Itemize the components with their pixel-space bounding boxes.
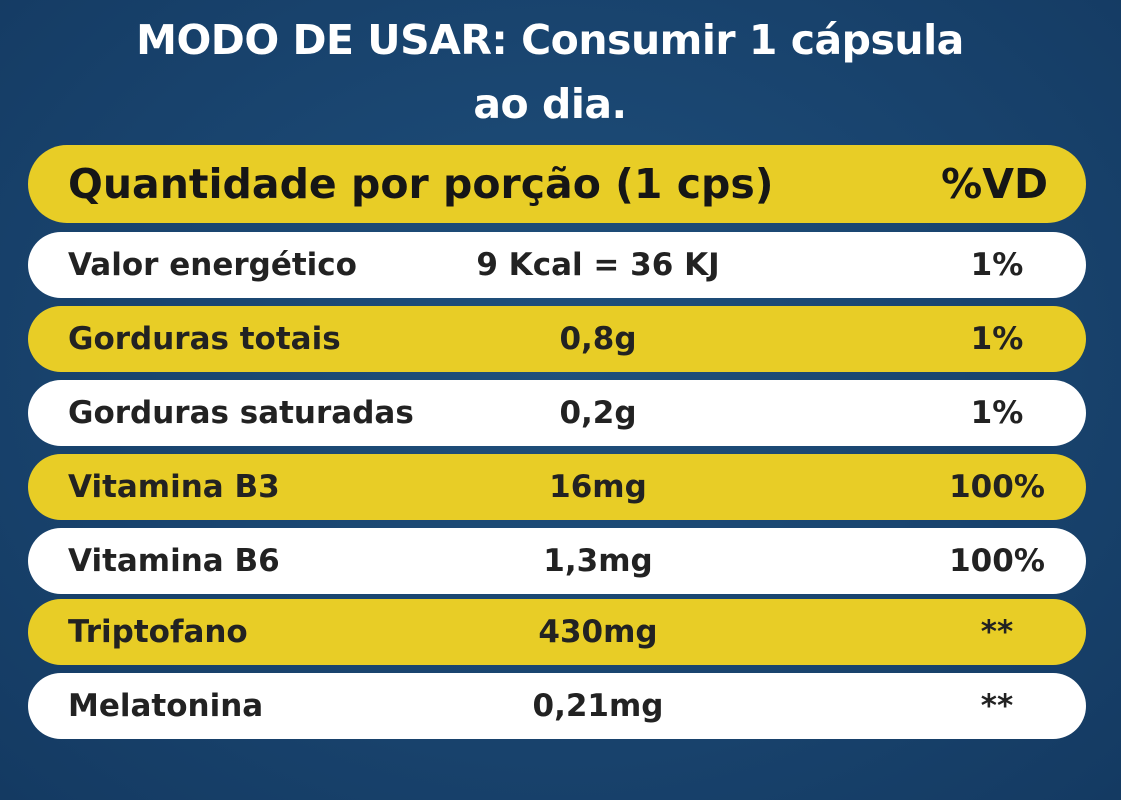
nutrient-vd: 100% — [949, 469, 1045, 505]
nutrient-vd: ** — [980, 614, 1014, 650]
nutrient-quantity: 0,2g — [559, 395, 637, 431]
nutrient-quantity: 430mg — [538, 614, 658, 650]
table-row: Triptofano 430mg ** — [28, 599, 1086, 665]
nutrient-quantity: 0,8g — [559, 321, 637, 357]
nutrient-name: Melatonina — [68, 688, 264, 724]
header-serving-label: Quantidade por porção (1 cps) — [68, 160, 774, 208]
usage-instructions: MODO DE USAR: Consumir 1 cápsula ao dia. — [0, 8, 1100, 136]
table-row: Vitamina B3 16mg 100% — [28, 454, 1086, 520]
table-header: Quantidade por porção (1 cps) %VD — [28, 145, 1086, 223]
nutrient-quantity: 0,21mg — [532, 688, 664, 724]
nutrient-name: Triptofano — [68, 614, 248, 650]
nutrient-vd: 1% — [970, 395, 1024, 431]
usage-text-line-2: ao dia. — [473, 80, 627, 128]
table-row: Gorduras totais 0,8g 1% — [28, 306, 1086, 372]
nutrient-vd: 100% — [949, 543, 1045, 579]
nutrient-name: Vitamina B3 — [68, 469, 280, 505]
nutrient-quantity: 9 Kcal = 36 KJ — [476, 247, 720, 283]
nutrient-vd: ** — [980, 688, 1014, 724]
usage-label: MODO DE USAR: — [136, 16, 508, 64]
nutrient-quantity: 1,3mg — [543, 543, 653, 579]
nutrient-name: Valor energético — [68, 247, 357, 283]
nutrient-vd: 1% — [970, 321, 1024, 357]
table-row: Gorduras saturadas 0,2g 1% — [28, 380, 1086, 446]
table-row: Melatonina 0,21mg ** — [28, 673, 1086, 739]
nutrient-name: Gorduras totais — [68, 321, 341, 357]
nutrient-name: Vitamina B6 — [68, 543, 280, 579]
nutrient-name: Gorduras saturadas — [68, 395, 414, 431]
usage-line-1: MODO DE USAR: Consumir 1 cápsula — [0, 8, 1100, 72]
nutrient-quantity: 16mg — [549, 469, 647, 505]
header-vd-label: %VD — [941, 160, 1048, 208]
table-row: Valor energético 9 Kcal = 36 KJ 1% — [28, 232, 1086, 298]
nutrient-vd: 1% — [970, 247, 1024, 283]
usage-text-line-1: Consumir 1 cápsula — [521, 16, 964, 64]
table-row: Vitamina B6 1,3mg 100% — [28, 528, 1086, 594]
